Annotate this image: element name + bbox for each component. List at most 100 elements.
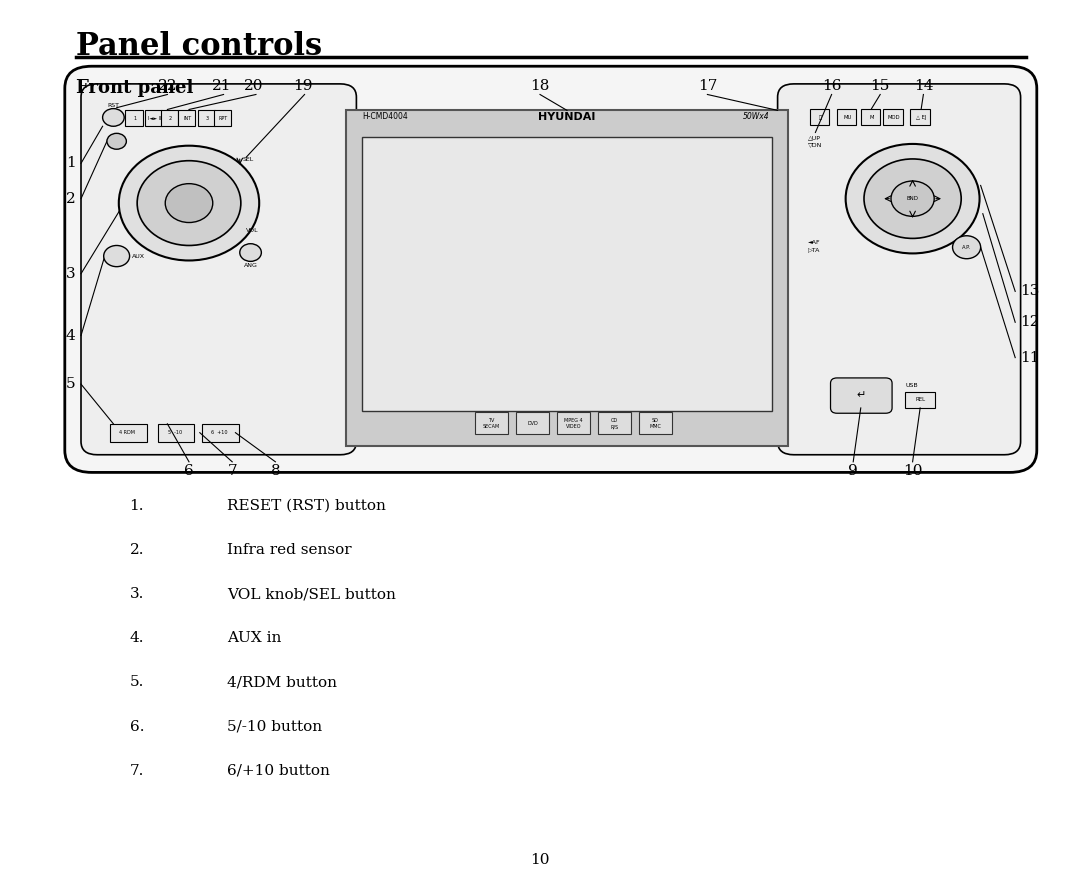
Circle shape: [165, 184, 213, 223]
Bar: [883, 109, 903, 125]
Circle shape: [103, 109, 124, 126]
Bar: [161, 110, 178, 126]
Text: RST: RST: [107, 102, 120, 108]
Text: SEL: SEL: [243, 157, 254, 162]
Text: 6.: 6.: [130, 720, 144, 734]
Text: 5: 5: [66, 377, 76, 391]
Text: AUX in: AUX in: [227, 631, 281, 645]
Text: INT: INT: [184, 116, 192, 121]
Text: 10: 10: [903, 464, 922, 478]
Bar: [125, 110, 143, 126]
Text: MU: MU: [843, 115, 852, 120]
Text: 20: 20: [244, 79, 264, 93]
Text: AUX: AUX: [132, 253, 145, 259]
Text: 10: 10: [530, 853, 550, 867]
Text: DVD: DVD: [527, 421, 538, 426]
Text: BND: BND: [906, 196, 919, 201]
Text: SD
MMC: SD MMC: [650, 419, 661, 429]
FancyBboxPatch shape: [778, 84, 1021, 455]
Text: H-CMD4004: H-CMD4004: [362, 112, 407, 121]
Bar: [810, 109, 829, 125]
Circle shape: [119, 146, 259, 260]
Text: 14: 14: [914, 79, 933, 93]
Text: 5  -10: 5 -10: [167, 430, 183, 435]
Bar: [516, 412, 549, 434]
Bar: [598, 412, 631, 434]
Text: 2.: 2.: [130, 543, 144, 557]
Text: 4: 4: [66, 328, 76, 343]
Bar: [557, 412, 590, 434]
Text: 13: 13: [1021, 284, 1040, 298]
Text: △UP
▽DN: △UP ▽DN: [808, 135, 822, 147]
Bar: [178, 110, 195, 126]
Circle shape: [137, 161, 241, 245]
Text: △ EJ: △ EJ: [916, 115, 927, 120]
Text: 7.: 7.: [130, 764, 144, 778]
Text: 11: 11: [1021, 351, 1040, 365]
Text: 9: 9: [848, 464, 859, 478]
Text: 6/+10 button: 6/+10 button: [227, 764, 329, 778]
Text: 18: 18: [530, 79, 550, 93]
Text: 5/-10 button: 5/-10 button: [227, 720, 322, 734]
Bar: [861, 109, 880, 125]
Bar: [905, 392, 935, 408]
Text: MOD: MOD: [888, 115, 901, 120]
Text: 1: 1: [134, 116, 136, 121]
Circle shape: [104, 245, 130, 267]
Circle shape: [240, 244, 261, 261]
Text: 22: 22: [158, 79, 177, 93]
Bar: [214, 110, 231, 126]
Bar: [145, 110, 162, 126]
Text: HYUNDAI: HYUNDAI: [538, 111, 596, 122]
Text: ⏻: ⏻: [820, 115, 822, 120]
Bar: [110, 424, 147, 442]
Bar: [475, 412, 508, 434]
Text: VOL knob/SEL button: VOL knob/SEL button: [227, 587, 395, 601]
Text: 1.: 1.: [130, 499, 144, 513]
Text: ANG: ANG: [244, 263, 257, 268]
Text: I◄► II: I◄► II: [148, 116, 161, 121]
Text: CD
R/S: CD R/S: [610, 419, 619, 429]
Text: Front panel: Front panel: [76, 79, 193, 97]
Bar: [346, 110, 788, 446]
Text: 4 RDM: 4 RDM: [120, 430, 135, 435]
Text: 21: 21: [212, 79, 231, 93]
Circle shape: [953, 236, 981, 259]
Text: VOL: VOL: [246, 228, 259, 233]
Bar: [198, 110, 215, 126]
Text: 4.: 4.: [130, 631, 144, 645]
Text: 19: 19: [293, 79, 312, 93]
Bar: [837, 109, 856, 125]
Text: 6: 6: [184, 464, 194, 478]
Text: Infra red sensor: Infra red sensor: [227, 543, 351, 557]
Bar: [158, 424, 194, 442]
Text: 4/RDM button: 4/RDM button: [227, 675, 337, 690]
FancyBboxPatch shape: [831, 378, 892, 413]
Text: 5.: 5.: [130, 675, 144, 690]
Text: MPEG 4
VIDEO: MPEG 4 VIDEO: [564, 419, 583, 429]
Circle shape: [846, 144, 980, 253]
Text: 6  +10: 6 +10: [211, 430, 228, 435]
Circle shape: [107, 133, 126, 149]
Text: Panel controls: Panel controls: [76, 31, 322, 62]
Text: 2: 2: [66, 192, 76, 206]
Text: TV
SECAM: TV SECAM: [483, 419, 500, 429]
Text: M: M: [869, 115, 874, 120]
Bar: [639, 412, 672, 434]
FancyBboxPatch shape: [81, 84, 356, 455]
Text: 8: 8: [271, 464, 280, 478]
Text: 50Wx4: 50Wx4: [743, 112, 769, 121]
Text: 17: 17: [698, 79, 717, 93]
Text: 16: 16: [822, 79, 841, 93]
Text: 7: 7: [228, 464, 237, 478]
Text: RPT: RPT: [219, 116, 228, 121]
Text: ↵: ↵: [856, 390, 865, 401]
Text: 15: 15: [870, 79, 890, 93]
Text: 1: 1: [66, 156, 76, 170]
Bar: [910, 109, 930, 125]
Text: RESET (RST) button: RESET (RST) button: [227, 499, 386, 513]
Text: 3: 3: [206, 116, 208, 121]
Circle shape: [891, 181, 934, 216]
Bar: [362, 137, 772, 411]
Text: 2: 2: [170, 116, 172, 121]
